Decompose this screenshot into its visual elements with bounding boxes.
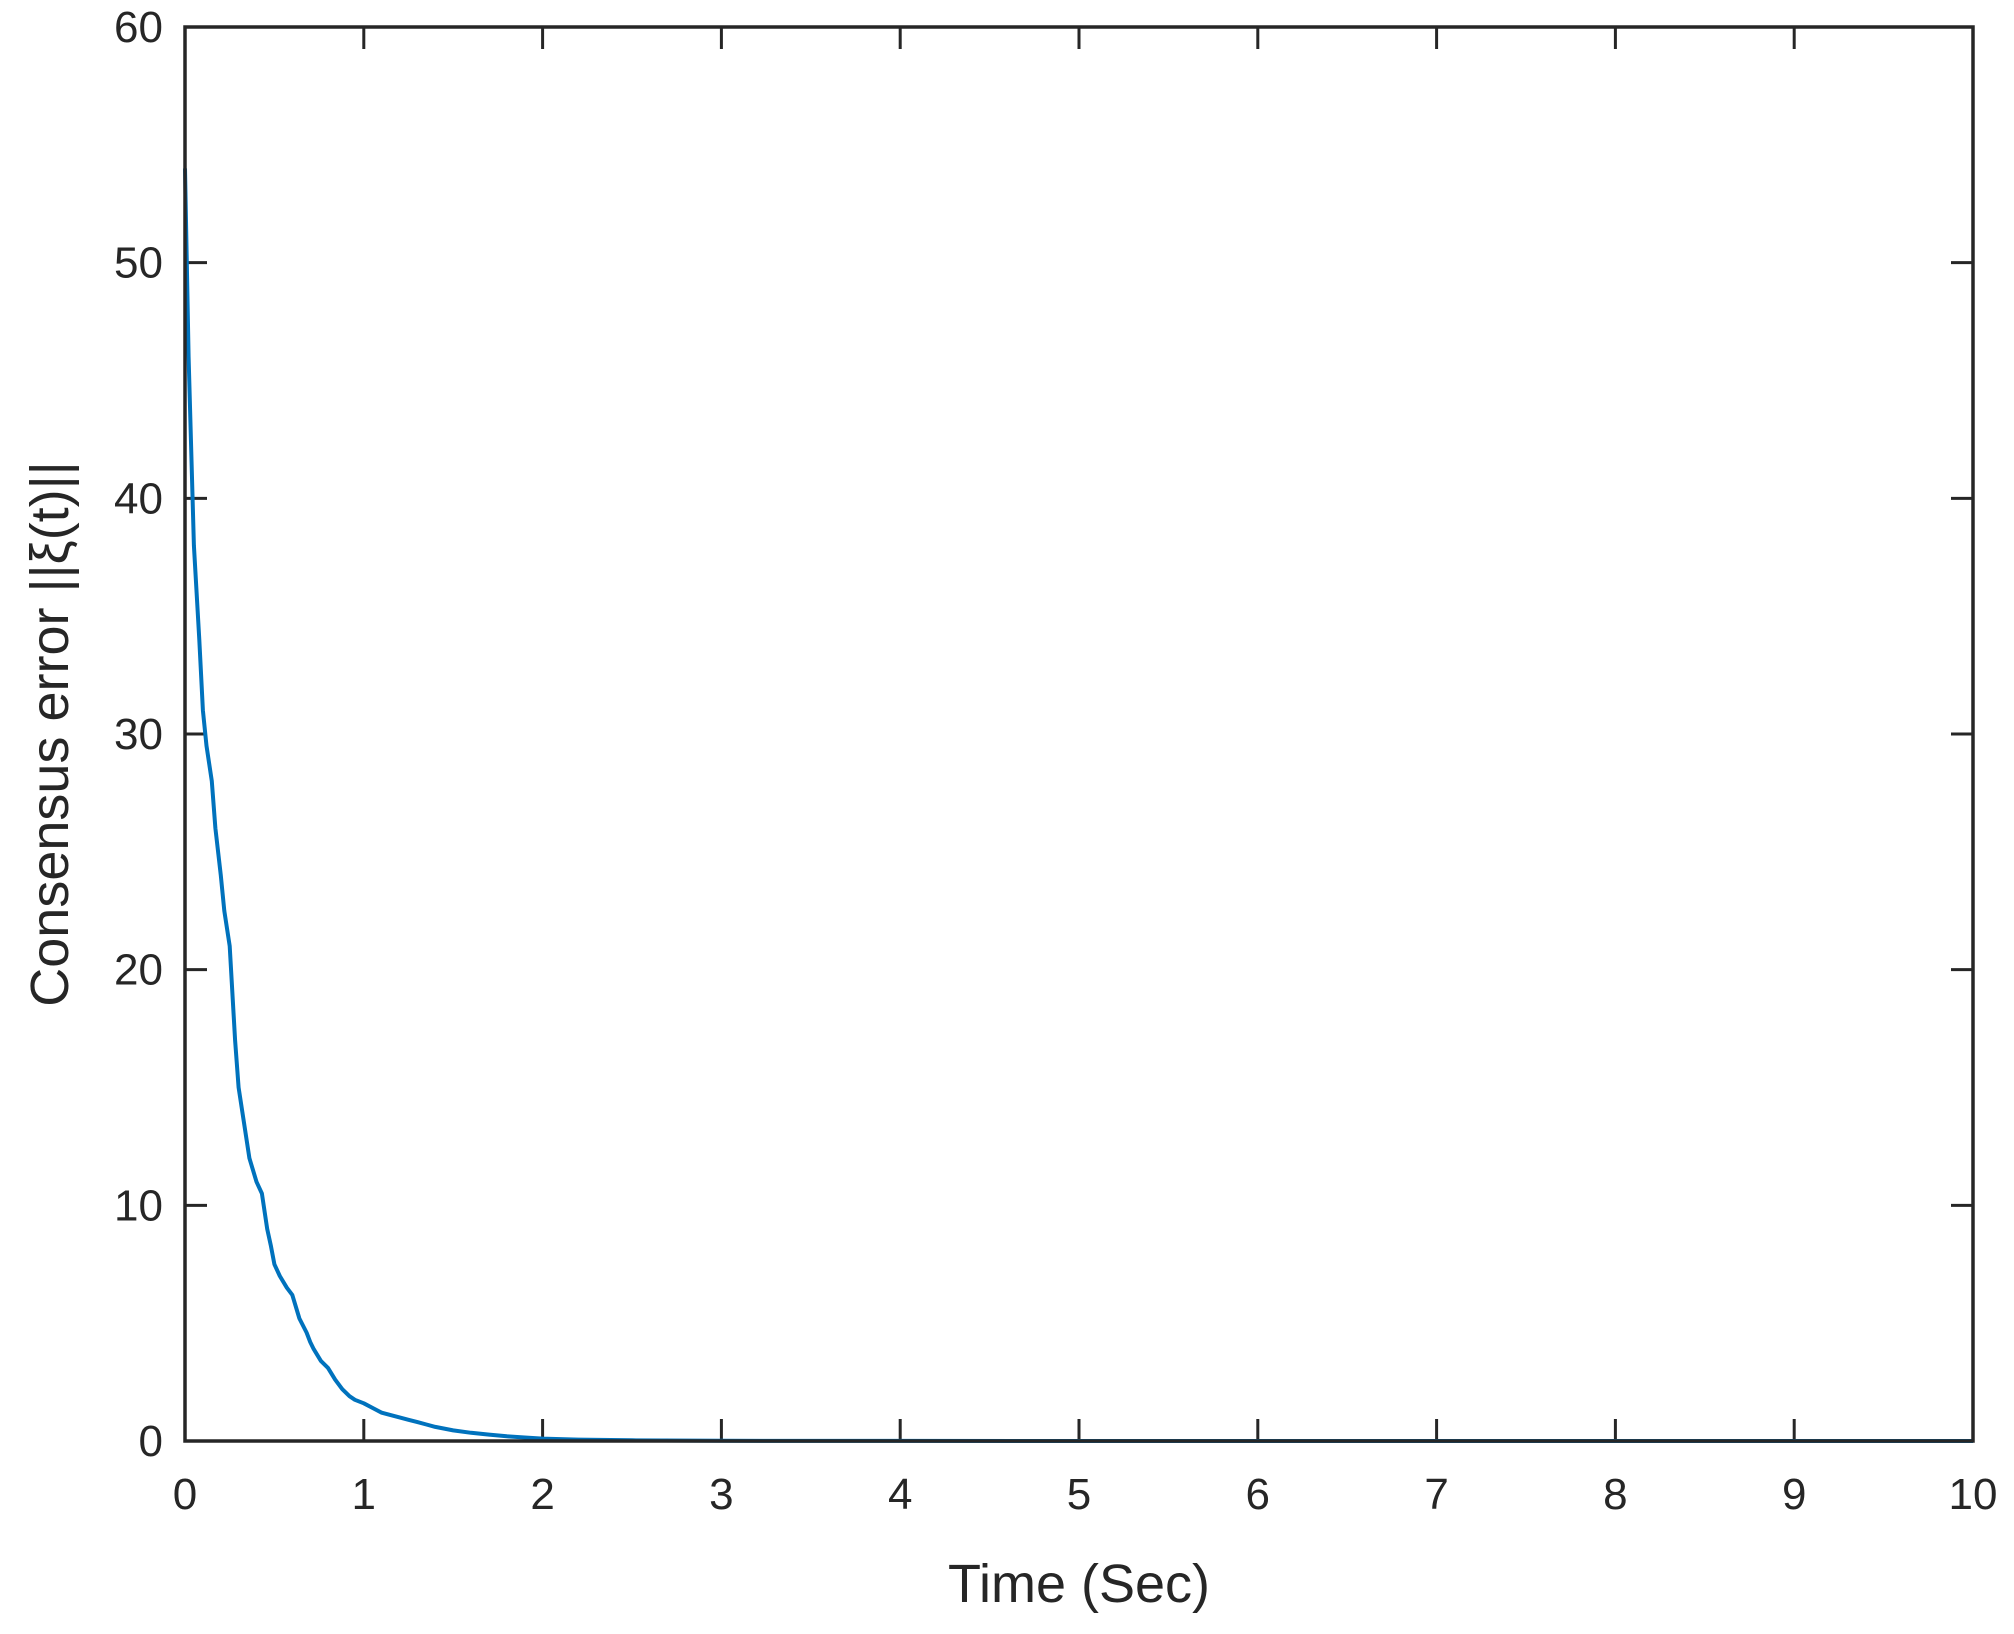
x-tick-label: 9 bbox=[1782, 1470, 1806, 1519]
axes-box bbox=[183, 25, 1975, 1443]
x-tick-label: 4 bbox=[888, 1470, 912, 1519]
x-tick-label: 0 bbox=[173, 1470, 197, 1519]
x-axis-label: Time (Sec) bbox=[948, 1554, 1210, 1614]
y-tick-label: 40 bbox=[114, 474, 163, 523]
x-tick-label: 10 bbox=[1949, 1470, 1998, 1519]
y-tick-label: 20 bbox=[114, 946, 163, 995]
y-tick-label: 60 bbox=[114, 3, 163, 52]
x-tick-label: 5 bbox=[1067, 1470, 1091, 1519]
y-tick-label: 30 bbox=[114, 710, 163, 759]
x-tick-label: 8 bbox=[1603, 1470, 1627, 1519]
x-tick-label: 2 bbox=[530, 1470, 554, 1519]
x-tick-label: 6 bbox=[1246, 1470, 1270, 1519]
consensus-error-line bbox=[183, 168, 1973, 1443]
y-tick-label: 0 bbox=[139, 1417, 163, 1466]
y-tick-label: 10 bbox=[114, 1181, 163, 1230]
y-tick-label: 50 bbox=[114, 239, 163, 288]
y-axis-label: Consensus error ||ξ(t)|| bbox=[20, 461, 80, 1006]
tick-labels: 0 1 2 3 4 5 6 7 8 9 10 0 10 20 30 40 50 60 bbox=[114, 3, 1997, 1519]
x-tick-label: 3 bbox=[709, 1470, 733, 1519]
x-tick-label: 1 bbox=[352, 1470, 376, 1519]
x-tick-label: 7 bbox=[1424, 1470, 1448, 1519]
plot-background bbox=[185, 27, 1973, 1441]
